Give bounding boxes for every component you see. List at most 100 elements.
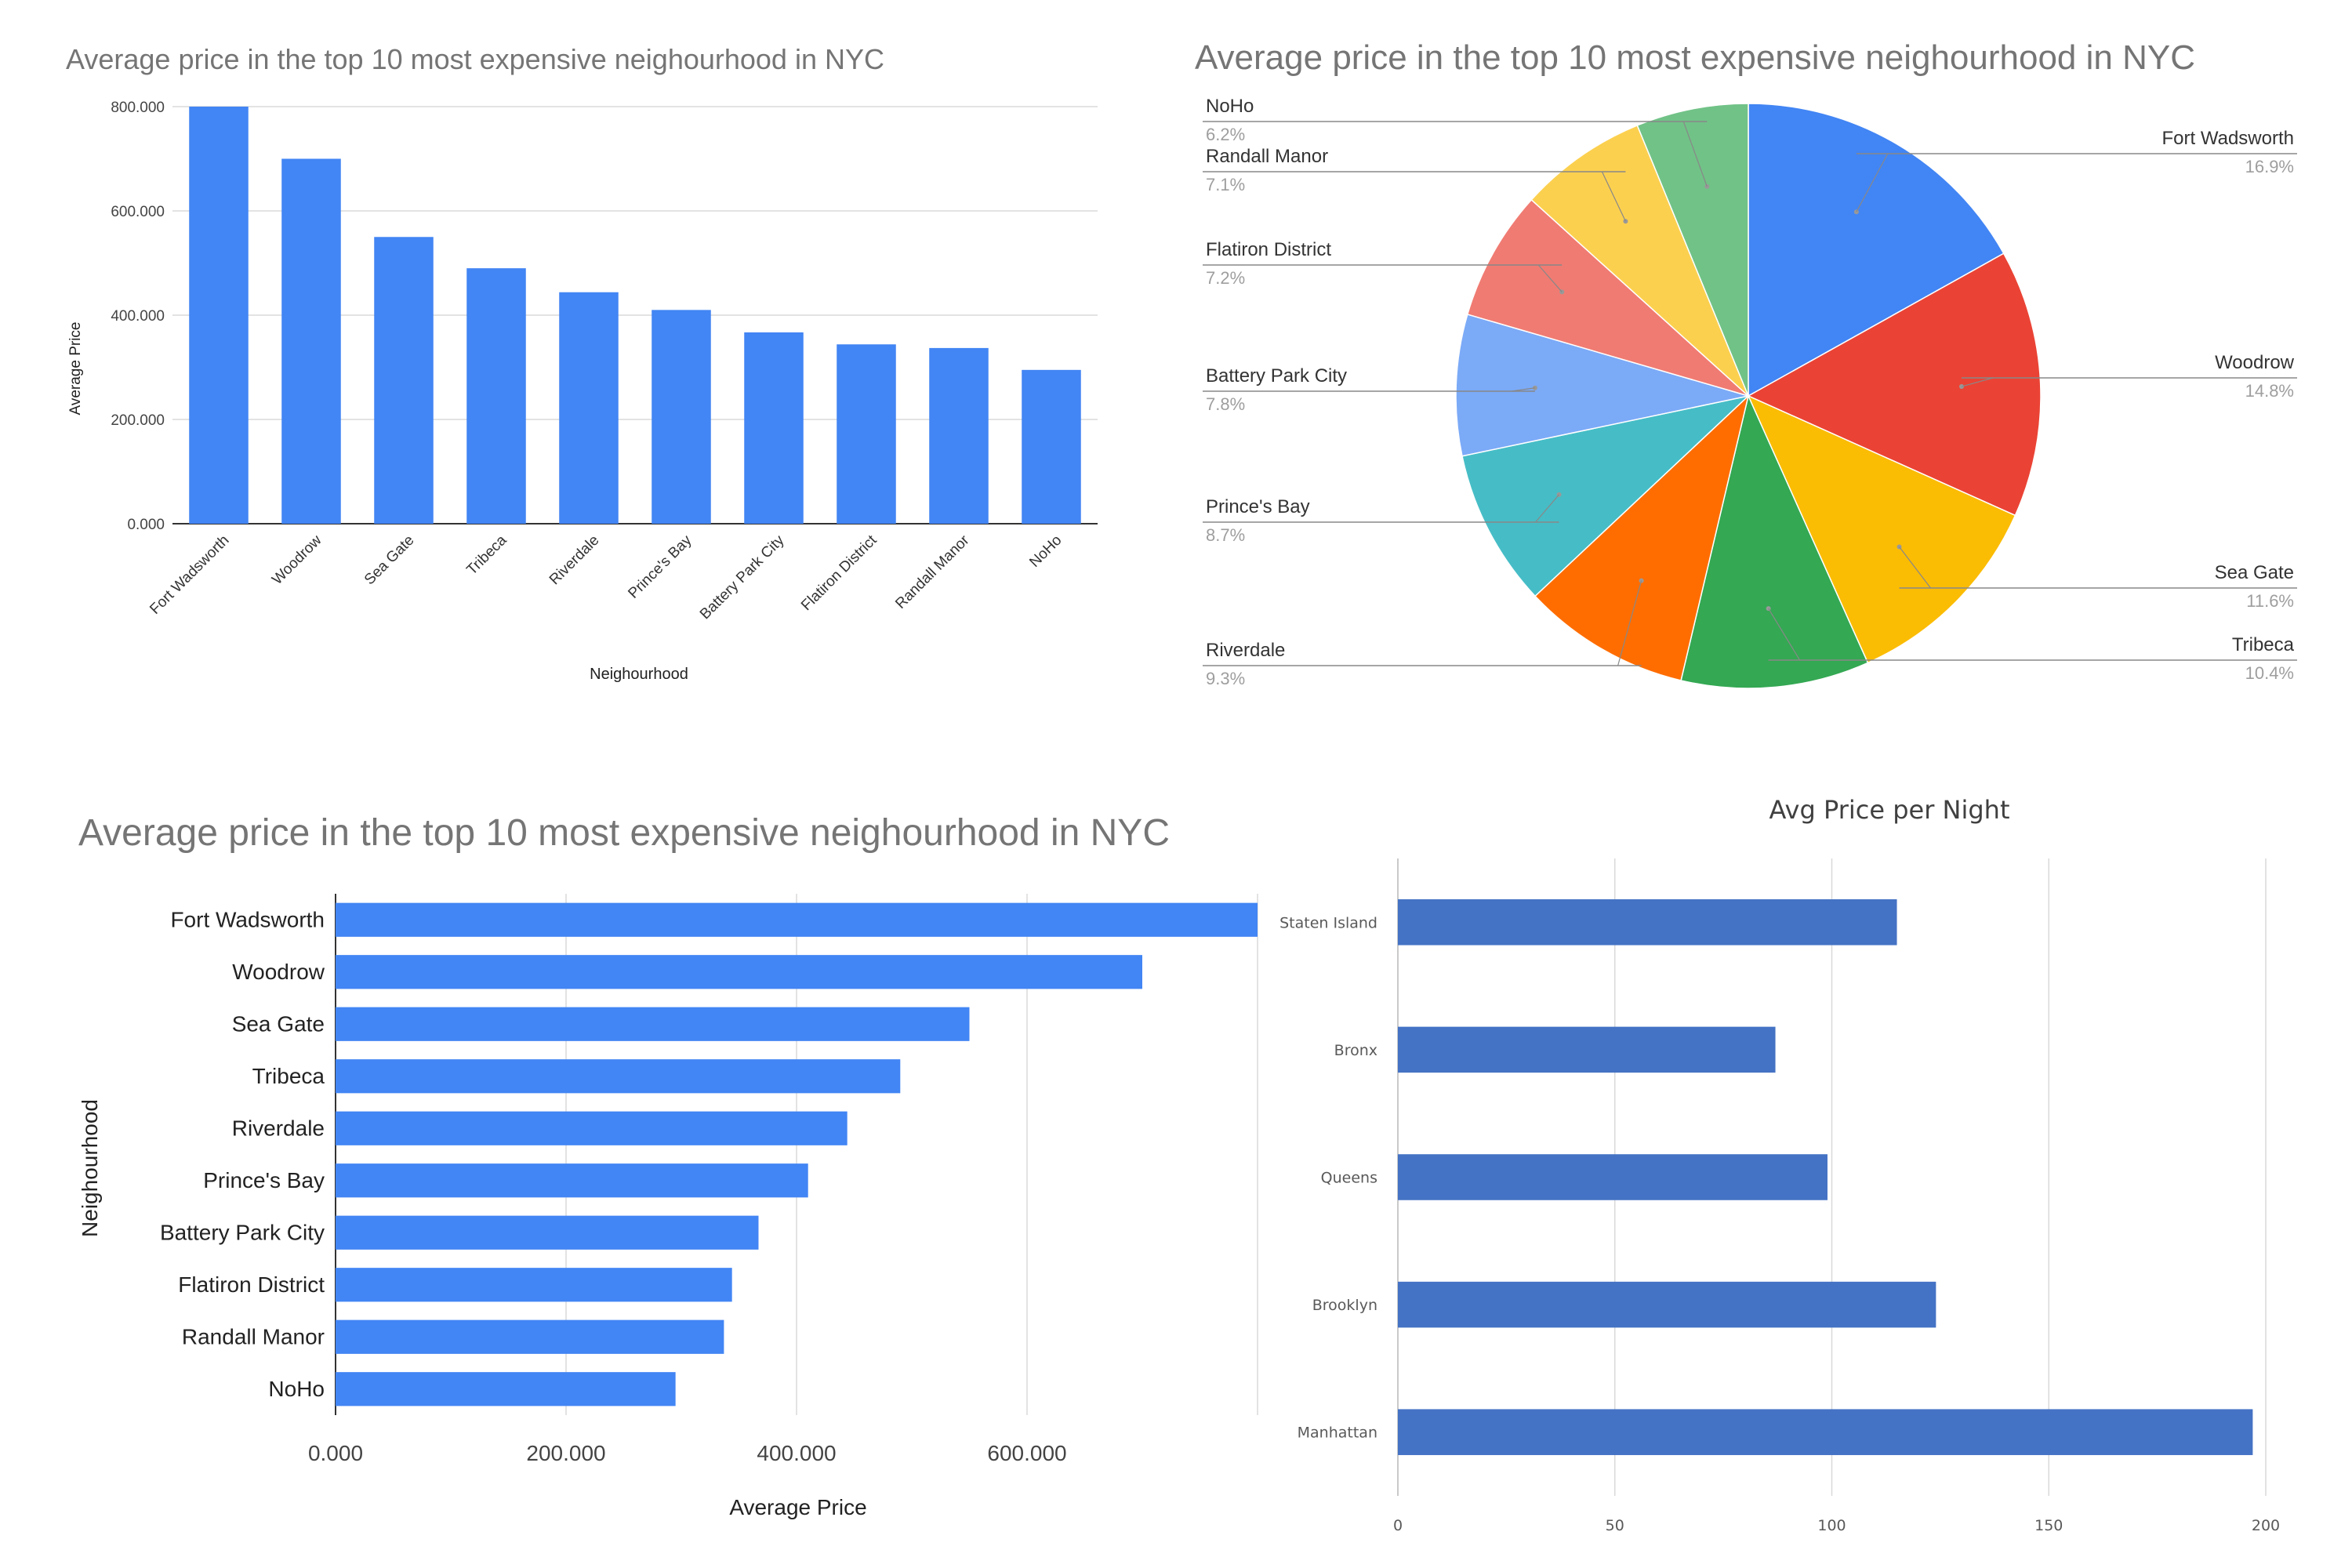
- bar-randall-manor[interactable]: [336, 1319, 724, 1354]
- bar-flatiron-district[interactable]: [837, 344, 896, 524]
- leader-line: [1511, 387, 1535, 392]
- x-tick-label: 150: [2034, 1517, 2063, 1534]
- slice-percent: 8.7%: [1206, 525, 1245, 545]
- bar-woodrow[interactable]: [336, 955, 1142, 989]
- slice-label: Battery Park City: [1206, 365, 1347, 387]
- x-tick-label: 200: [2252, 1517, 2280, 1534]
- y-tick-label: Bronx: [1334, 1042, 1377, 1059]
- bar-bronx[interactable]: [1398, 1026, 1776, 1073]
- bar-fort-wadsworth[interactable]: [189, 107, 249, 524]
- slice-noho[interactable]: [1636, 103, 1749, 397]
- slice-fort-wadsworth[interactable]: [1748, 103, 2005, 397]
- chart-avg-price-per-night: Avg Price per Night Staten Island Bronx Qu…: [1254, 784, 2344, 1560]
- slice-percent: 7.8%: [1206, 394, 1245, 414]
- x-tick-label: 200.000: [526, 1441, 605, 1465]
- bar-riverdale[interactable]: [336, 1111, 848, 1145]
- x-tick-label: Tribeca: [463, 532, 510, 578]
- slice-percent: 7.1%: [1206, 175, 1245, 194]
- y-tick-label: Fort Wadsworth: [170, 907, 325, 931]
- bar-staten-island[interactable]: [1398, 899, 1897, 946]
- leader-line: [1537, 264, 1563, 292]
- bar-noho[interactable]: [1022, 369, 1081, 524]
- x-tick-label: 600.000: [987, 1441, 1066, 1465]
- leader-dot: [1623, 219, 1628, 224]
- slice-randall-manor[interactable]: [1530, 124, 1749, 397]
- bar-tribeca[interactable]: [466, 268, 526, 524]
- leader-line: [1856, 153, 1889, 212]
- slice-woodrow[interactable]: [1747, 252, 2042, 517]
- y-tick-label: Sea Gate: [232, 1011, 325, 1036]
- leader-dot: [1853, 209, 1859, 215]
- bar-brooklyn[interactable]: [1398, 1281, 1936, 1328]
- leader-line: [1617, 580, 1642, 666]
- chart-vertical-bars-svg: Average price in the top 10 most expensi…: [66, 43, 1098, 683]
- y-tick-label: 400.000: [111, 308, 165, 325]
- x-axis-title: Average Price: [729, 1495, 866, 1519]
- leader-line: [1601, 171, 1626, 222]
- bar-flatiron-district[interactable]: [336, 1268, 732, 1302]
- chart-avg-price-per-night-svg: Avg Price per Night Staten Island Bronx Qu…: [1279, 795, 2280, 1534]
- slice-label: NoHo: [1206, 96, 1254, 117]
- x-tick-label: NoHo: [1026, 532, 1065, 571]
- slice-label: Sea Gate: [2215, 562, 2294, 583]
- x-tick-label: 0.000: [308, 1441, 363, 1465]
- x-tick-label: Riverdale: [546, 532, 603, 589]
- y-tick-label: Staten Island: [1279, 914, 1377, 931]
- chart-vertical-bars: Average price in the top 10 most expensi…: [0, 0, 1137, 713]
- y-tick-label: Queens: [1321, 1170, 1377, 1187]
- slice-tribeca[interactable]: [1680, 394, 1869, 689]
- slice-label: Woodrow: [2215, 352, 2295, 373]
- y-tick-label: Flatiron District: [178, 1272, 325, 1297]
- x-axis-title: Neighourhood: [590, 666, 688, 683]
- bar-prince-s-bay[interactable]: [336, 1163, 808, 1198]
- y-tick-label: 0.000: [127, 517, 165, 533]
- bar-sea-gate[interactable]: [374, 237, 434, 524]
- slice-percent: 16.9%: [2245, 157, 2294, 176]
- chart-title: Average price in the top 10 most expensi…: [1195, 38, 2195, 77]
- bar-randall-manor[interactable]: [929, 347, 989, 524]
- slice-prince-s-bay[interactable]: [1461, 394, 1751, 597]
- slice-sea-gate[interactable]: [1747, 394, 2016, 664]
- chart-pie: Average price in the top 10 most expensi…: [1176, 0, 2344, 713]
- x-tick-label: 400.000: [757, 1441, 836, 1465]
- slice-label: Riverdale: [1206, 640, 1285, 661]
- slice-flatiron-district[interactable]: [1466, 198, 1749, 397]
- slice-percent: 6.2%: [1206, 125, 1245, 144]
- bar-fort-wadsworth[interactable]: [336, 902, 1258, 937]
- slice-percent: 14.8%: [2245, 381, 2294, 401]
- bar-manhattan[interactable]: [1398, 1409, 2253, 1455]
- bar-prince-s-bay[interactable]: [652, 310, 711, 524]
- y-tick-label: Battery Park City: [160, 1220, 325, 1244]
- bar-battery-park-city[interactable]: [744, 332, 804, 524]
- y-tick-label: Brooklyn: [1312, 1297, 1377, 1314]
- leader-line: [1961, 377, 1994, 387]
- bar-tribeca[interactable]: [336, 1059, 901, 1094]
- y-tick-label: Prince's Bay: [203, 1168, 325, 1192]
- x-tick-label: 100: [1817, 1517, 1846, 1534]
- bar-queens[interactable]: [1398, 1154, 1828, 1200]
- slice-label: Randall Manor: [1206, 146, 1328, 167]
- bar-sea-gate[interactable]: [336, 1007, 970, 1041]
- bar-woodrow[interactable]: [281, 158, 341, 524]
- x-tick-label: Prince's Bay: [625, 532, 695, 601]
- chart-pie-svg: Average price in the top 10 most expensi…: [1195, 38, 2297, 689]
- slice-battery-park-city[interactable]: [1455, 314, 1749, 457]
- x-tick-label: 50: [1606, 1517, 1624, 1534]
- chart-title: Average price in the top 10 most expensi…: [66, 43, 884, 75]
- bar-riverdale[interactable]: [559, 292, 619, 524]
- y-axis-title: Average Price: [67, 322, 84, 416]
- x-tick-label: Battery Park City: [697, 532, 788, 622]
- x-tick-label: Fort Wadsworth: [147, 532, 232, 618]
- bar-battery-park-city[interactable]: [336, 1215, 759, 1250]
- x-tick-label: 0: [1393, 1517, 1403, 1534]
- x-tick-label: Randall Manor: [892, 532, 973, 612]
- bar-noho[interactable]: [336, 1372, 676, 1406]
- slice-label: Prince's Bay: [1206, 496, 1310, 517]
- y-tick-label: Randall Manor: [182, 1324, 325, 1348]
- slice-riverdale[interactable]: [1534, 394, 1750, 681]
- x-tick-label: Woodrow: [269, 532, 325, 588]
- y-tick-label: 200.000: [111, 412, 165, 429]
- slice-label: Fort Wadsworth: [2162, 128, 2294, 149]
- leader-line: [1768, 608, 1801, 661]
- leader-line: [1899, 546, 1932, 589]
